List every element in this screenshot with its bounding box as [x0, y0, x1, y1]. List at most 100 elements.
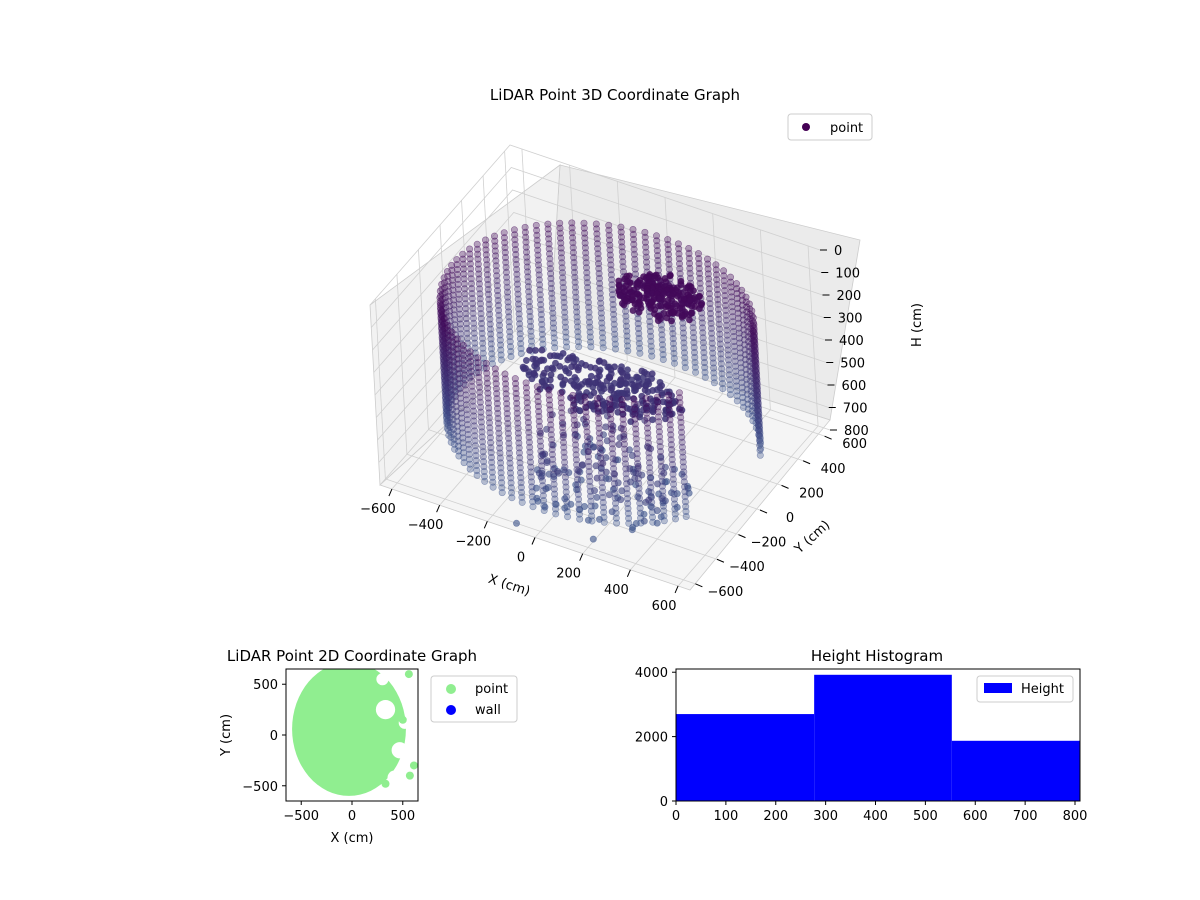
point-3d	[718, 370, 726, 378]
point-3d	[629, 306, 637, 314]
point-3d	[466, 465, 474, 473]
point-3d	[477, 305, 485, 313]
point-3d	[706, 295, 714, 303]
point-3d	[582, 254, 590, 262]
point-3d	[708, 334, 716, 342]
point-3d	[658, 326, 666, 334]
point-3d	[700, 344, 708, 352]
legend-label-point-3d: point	[830, 121, 863, 136]
point-3d	[453, 256, 461, 264]
point-3d	[688, 302, 696, 310]
point-3d	[685, 250, 693, 258]
point-3d	[629, 231, 637, 239]
point-3d	[515, 310, 523, 318]
point-3d	[518, 498, 526, 506]
point-3d	[622, 317, 630, 325]
histogram-bar	[676, 714, 815, 801]
point-3d	[444, 272, 452, 280]
point-3d	[570, 254, 578, 262]
point-3d	[641, 233, 649, 241]
point-3d	[561, 308, 569, 316]
point-3d	[755, 431, 763, 439]
point-3d	[466, 250, 474, 258]
point-3d	[492, 252, 500, 260]
point-3d	[715, 325, 723, 333]
point-3d	[712, 261, 720, 269]
x-tick-3d	[579, 553, 584, 561]
point-3d	[704, 270, 712, 278]
point-3d	[670, 349, 678, 357]
point-3d	[701, 373, 709, 381]
point-3d	[534, 261, 542, 269]
point-3d	[618, 243, 626, 251]
point-3d	[706, 300, 714, 308]
point-3d	[619, 253, 627, 261]
x-axis-label-3d: X (cm)	[486, 572, 532, 600]
point-3d	[477, 315, 485, 323]
point-3d	[597, 304, 605, 312]
point-3d	[607, 271, 615, 279]
point-3d	[665, 255, 673, 263]
point-3d	[649, 518, 657, 526]
point-3d	[755, 426, 763, 434]
point-3d	[629, 523, 637, 531]
point-3d	[641, 228, 649, 236]
point-3d	[696, 274, 704, 282]
point-3d	[686, 269, 694, 277]
point-3d	[679, 329, 687, 337]
point-3d	[690, 334, 698, 342]
point-3d	[725, 371, 733, 379]
point-3d	[732, 367, 740, 375]
point-3d	[470, 319, 478, 327]
point-3d	[512, 251, 520, 259]
point-3d	[607, 266, 615, 274]
point-3d	[717, 360, 725, 368]
legend-label-point-2d: point	[475, 682, 508, 697]
point-3d	[690, 348, 698, 356]
point-3d	[679, 324, 687, 332]
point-3d	[699, 329, 707, 337]
point-3d	[454, 285, 462, 293]
point-3d	[755, 436, 763, 444]
point-3d	[646, 327, 654, 335]
x-tick-label-hist: 0	[672, 809, 680, 824]
point-3d	[491, 237, 499, 245]
point-3d	[686, 264, 694, 272]
point-3d	[641, 238, 649, 246]
point-3d	[481, 477, 489, 485]
grid-line-z	[374, 234, 826, 396]
grid-line-z	[373, 212, 824, 373]
point-3d	[512, 255, 520, 263]
point-3d	[455, 305, 463, 313]
point-3d	[599, 334, 607, 342]
point-3d	[623, 332, 631, 340]
point-3d	[606, 251, 614, 259]
point-3d	[526, 307, 534, 315]
point-3d	[559, 279, 567, 287]
point-3d	[569, 249, 577, 257]
point-3d	[696, 279, 704, 287]
point-3d	[569, 234, 577, 242]
x-tick-3d	[436, 504, 441, 513]
point-3d	[669, 335, 677, 343]
point-3d	[610, 315, 618, 323]
point-3d	[473, 240, 481, 248]
point-3d	[483, 271, 491, 279]
point-3d	[478, 334, 486, 342]
point-3d	[595, 274, 603, 282]
x-tick-3d	[483, 521, 488, 529]
point-3d	[600, 385, 608, 393]
point-3d	[635, 329, 643, 337]
point-3d	[469, 304, 477, 312]
point-3d	[565, 354, 573, 362]
point-3d	[456, 315, 464, 323]
point-3d	[545, 235, 553, 243]
x-tick-3d	[626, 569, 631, 578]
point-3d	[547, 279, 555, 287]
x-tick-label-hist: 800	[1063, 809, 1088, 824]
point-3d	[647, 337, 655, 345]
point-3d	[504, 298, 512, 306]
point-3d	[466, 255, 474, 263]
point-3d	[658, 336, 666, 344]
point-3d	[455, 300, 463, 308]
